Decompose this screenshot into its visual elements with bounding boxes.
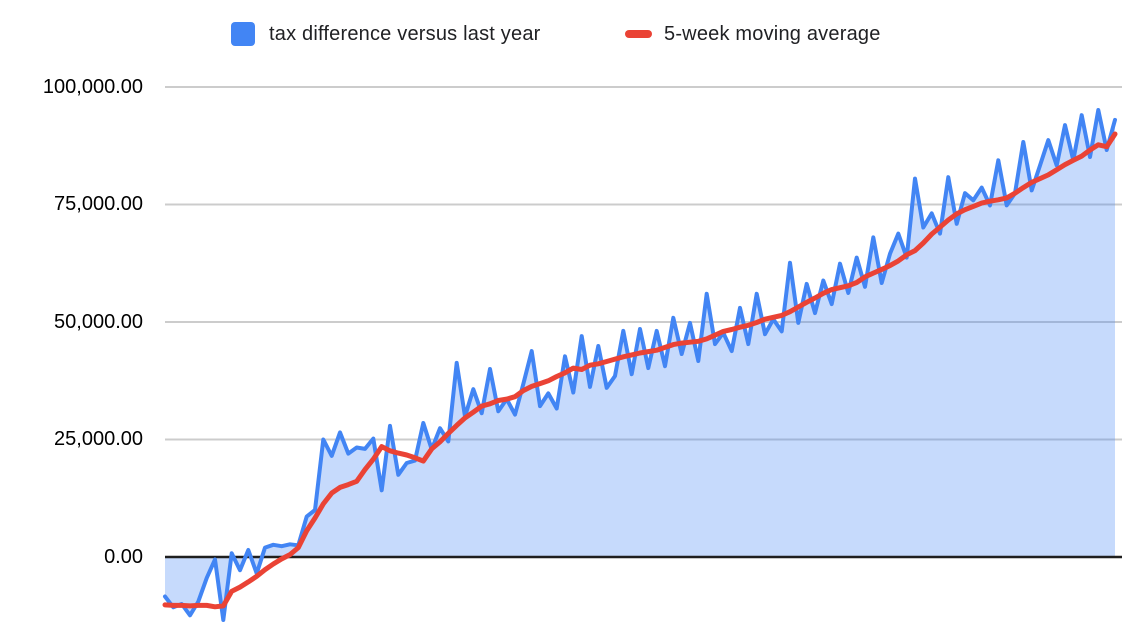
blue-square-swatch-icon (231, 22, 255, 46)
legend-item-tax-difference[interactable]: tax difference versus last year (231, 20, 541, 48)
legend-label: tax difference versus last year (269, 23, 541, 45)
y-axis-tick-label: 0.00 (104, 546, 143, 568)
line-series-moving-average (162, 131, 1118, 610)
line-series-tax-difference (163, 108, 1117, 622)
y-axis-tick-label: 50,000.00 (54, 311, 143, 333)
y-axis-tick-label: 75,000.00 (54, 193, 143, 215)
legend-label: 5-week moving average (664, 23, 881, 45)
legend-item-moving-average[interactable]: 5-week moving average (625, 20, 881, 48)
red-dash-swatch-icon (625, 30, 652, 38)
area-fill-tax-difference (165, 110, 1115, 620)
y-axis: 0.00 25,000.00 50,000.00 75,000.00 100,0… (0, 0, 155, 630)
chart-legend: tax difference versus last year 5-week m… (0, 0, 1132, 60)
y-axis-tick-label: 25,000.00 (54, 428, 143, 450)
y-axis-tick-label: 100,000.00 (42, 76, 143, 98)
